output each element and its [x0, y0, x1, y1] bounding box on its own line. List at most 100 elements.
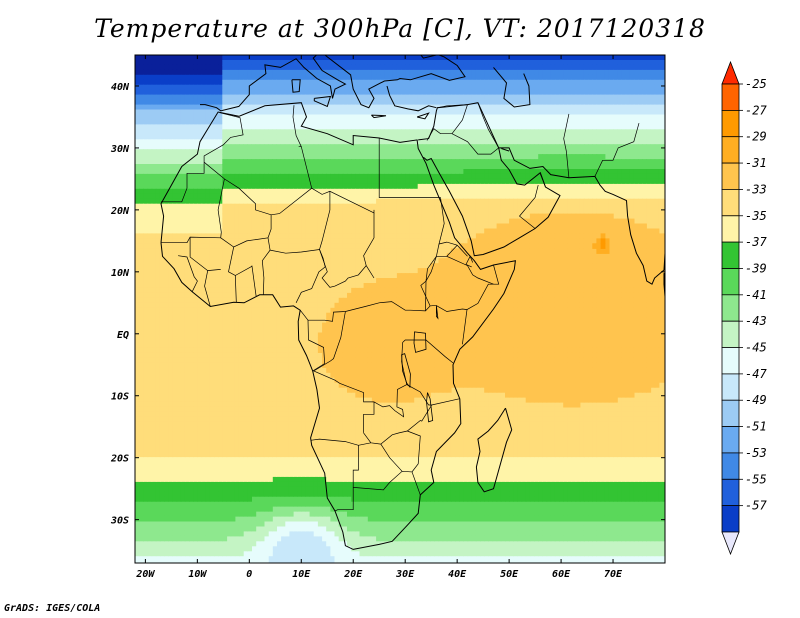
- chart-title: Temperature at 300hPa [C], VT: 201712031…: [94, 14, 706, 43]
- colorbar-swatch: [721, 162, 740, 190]
- colorbar-label: -31: [745, 156, 767, 170]
- colorbar-label: -57: [745, 499, 767, 513]
- x-tick-label: 10E: [292, 569, 311, 580]
- country-border: [373, 384, 407, 418]
- country-border: [380, 443, 403, 472]
- colorbar-label: -49: [745, 393, 767, 407]
- country-border: [402, 339, 454, 364]
- y-tick-label: 20S: [110, 454, 129, 465]
- country-border: [363, 213, 375, 279]
- x-tick-label: 40E: [448, 569, 467, 580]
- x-tick-label: 50E: [500, 569, 519, 580]
- colorbar-label: -43: [745, 314, 767, 328]
- colorbar-swatch: [721, 294, 740, 322]
- country-border: [292, 105, 302, 147]
- colorbar-label: -29: [745, 130, 767, 144]
- country-border: [437, 104, 468, 134]
- x-tick-label: 70E: [604, 569, 623, 580]
- country-border: [426, 128, 499, 155]
- lake-outline: [413, 331, 427, 353]
- country-border: [519, 185, 539, 229]
- country-border: [438, 241, 468, 257]
- colorbar-swatch: [721, 426, 740, 454]
- colorbar-swatch: [721, 83, 740, 111]
- country-border: [203, 161, 375, 216]
- colorbar-swatch: [721, 452, 740, 480]
- colorbar-swatch: [721, 110, 740, 138]
- colorbar-label: -53: [745, 446, 767, 460]
- lake-outline: [426, 392, 434, 423]
- colorbar-label: -47: [745, 367, 767, 381]
- country-border: [203, 112, 244, 163]
- contour-band: [135, 129, 665, 557]
- colorbar-swatch: [721, 136, 740, 164]
- y-tick-label: 30N: [110, 144, 130, 155]
- country-border: [307, 320, 326, 372]
- colorbar-label: -37: [745, 235, 767, 249]
- x-tick-label: 60E: [552, 569, 571, 580]
- country-border: [178, 255, 198, 292]
- colorbar-label: -51: [745, 420, 767, 434]
- contour-band: [600, 238, 606, 249]
- colorbar-label: -33: [745, 182, 767, 196]
- country-border: [465, 255, 474, 268]
- map-frame: [134, 54, 666, 564]
- country-border: [310, 438, 371, 446]
- contour-band: [135, 104, 665, 563]
- colorbar-label: -27: [745, 103, 767, 117]
- colorbar-swatch: [721, 478, 740, 507]
- contour-band: [135, 69, 665, 106]
- country-border: [435, 304, 468, 345]
- country-border: [228, 246, 237, 303]
- country-border: [220, 214, 272, 248]
- country-border: [161, 162, 205, 203]
- colorbar-swatch: [721, 320, 740, 349]
- contour-band: [592, 233, 610, 254]
- contour-band: [135, 169, 665, 502]
- colorbar-swatch: [721, 188, 740, 217]
- contour-band: [135, 154, 665, 522]
- y-tick-label: 10N: [111, 268, 130, 279]
- contour-band: [317, 213, 665, 408]
- x-tick-label: 10W: [188, 569, 207, 580]
- country-border: [363, 404, 432, 445]
- country-border: [425, 244, 458, 311]
- coastline: [313, 95, 332, 108]
- contour-band: [135, 114, 665, 563]
- colorbar-label: -55: [745, 472, 767, 486]
- y-tick-label: EQ: [117, 330, 129, 341]
- country-border: [539, 173, 546, 188]
- contour-band: [135, 94, 665, 125]
- colorbar-swatch: [721, 373, 740, 401]
- country-border: [204, 269, 221, 307]
- colorbar-bottom-arrow: [721, 531, 740, 556]
- colorbar-label: -39: [745, 261, 767, 275]
- colorbar-swatch: [721, 505, 740, 533]
- contour-band: [135, 144, 665, 542]
- coastline: [416, 112, 430, 120]
- colorbar-swatch: [721, 241, 740, 269]
- contour-band: [135, 183, 665, 482]
- x-tick-label: 0: [246, 569, 252, 580]
- colorbar-label: -25: [745, 77, 767, 91]
- country-border: [407, 430, 421, 473]
- contour-band: [135, 60, 665, 96]
- country-border: [353, 470, 421, 496]
- coastline: [498, 147, 665, 285]
- coastline: [475, 407, 513, 493]
- coastline: [291, 79, 301, 93]
- coastline: [493, 67, 531, 108]
- coastline: [160, 102, 516, 550]
- country-border: [189, 237, 208, 271]
- lake-outline: [401, 353, 411, 389]
- y-tick-label: 10S: [111, 392, 129, 403]
- lake-outline: [436, 305, 439, 320]
- y-tick-label: 20N: [110, 206, 130, 217]
- coastline: [663, 272, 665, 298]
- colorbar-label: -41: [745, 288, 767, 302]
- colorbar-top-arrow: [721, 60, 740, 85]
- colorbar-swatch: [721, 268, 740, 296]
- country-border: [312, 311, 375, 433]
- grads-credit: GrADS: IGES/COLA: [4, 603, 101, 614]
